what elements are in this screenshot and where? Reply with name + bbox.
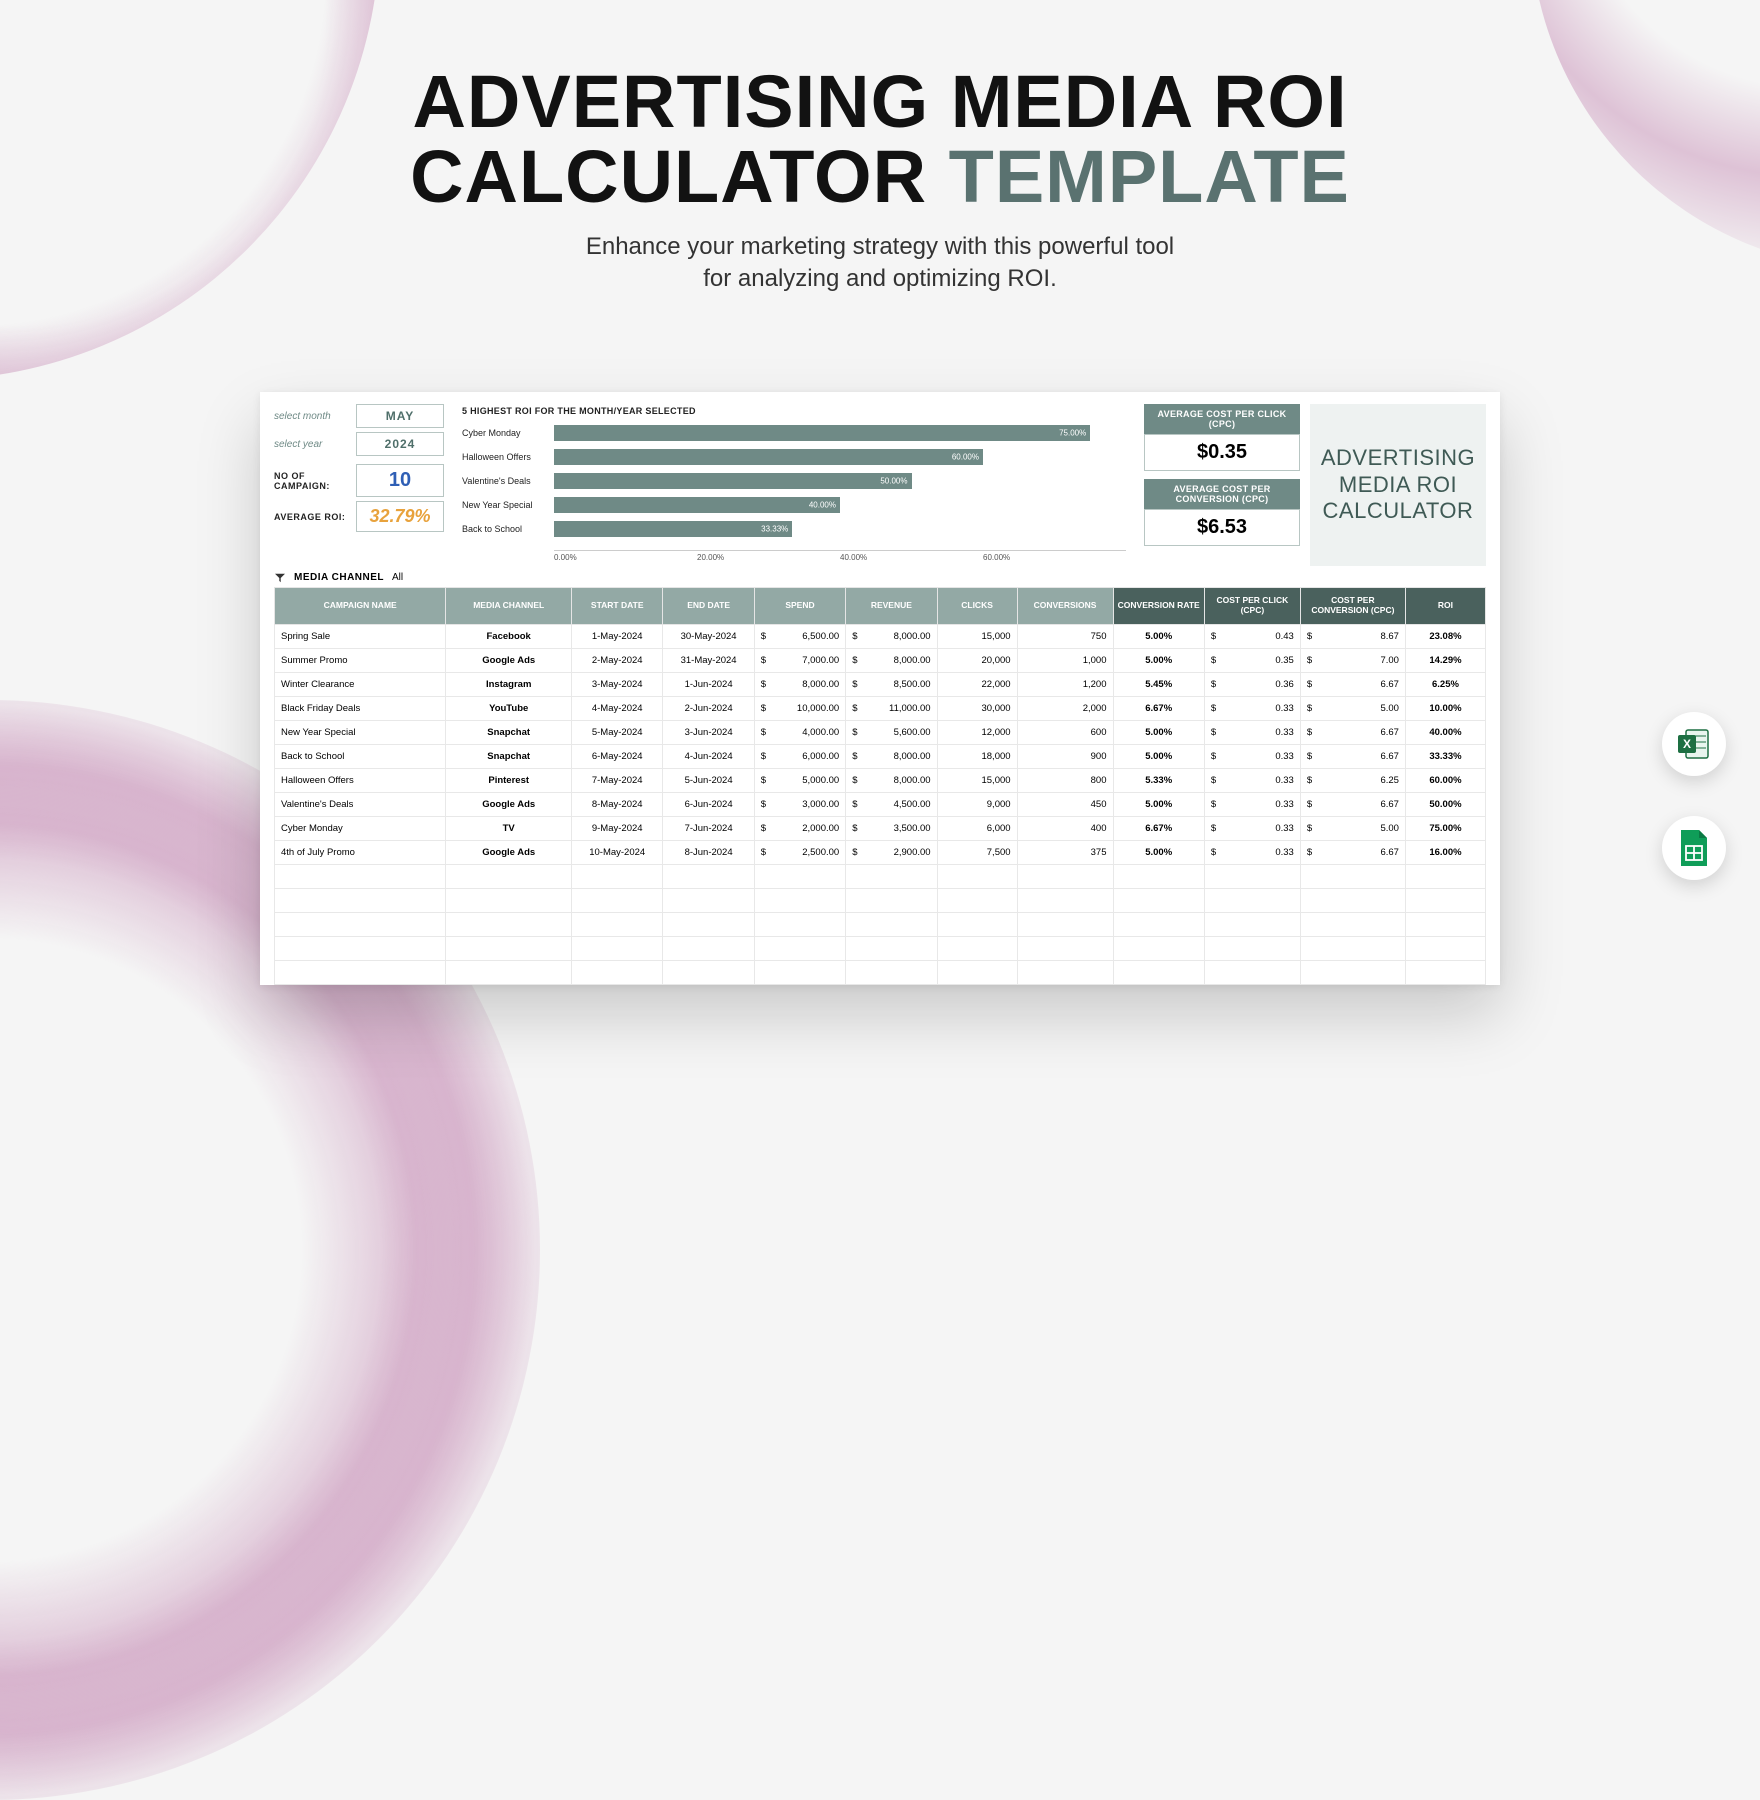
kpi-cpconv-value: $6.53	[1144, 509, 1300, 546]
col-header: COST PER CONVERSION (CPC)	[1300, 588, 1405, 625]
month-label: select month	[274, 411, 350, 422]
bar-label: Halloween Offers	[462, 452, 554, 462]
side-title: ADVERTISING MEDIA ROI CALCULATOR	[1310, 404, 1486, 566]
subtitle-l2: for analyzing and optimizing ROI.	[0, 263, 1760, 295]
title-line2b: TEMPLATE	[949, 135, 1350, 218]
table-row[interactable]: Summer PromoGoogle Ads2-May-202431-May-2…	[275, 648, 1486, 672]
title-block: ADVERTISING MEDIA ROI CALCULATOR TEMPLAT…	[0, 0, 1760, 296]
side-title-text: ADVERTISING MEDIA ROI CALCULATOR	[1318, 445, 1478, 524]
x-tick: 0.00%	[554, 553, 697, 562]
campaigns-label: NO OF CAMPAIGN:	[274, 471, 350, 491]
col-header: CONVERSIONS	[1017, 588, 1113, 625]
bar-label: Valentine's Deals	[462, 476, 554, 486]
year-label: select year	[274, 439, 350, 450]
table-row-empty	[275, 960, 1486, 984]
bar-row: Cyber Monday75.00%	[462, 422, 1126, 444]
selectors-block: select month MAY select year 2024 NO OF …	[274, 404, 444, 566]
kpi-cpc-label: AVERAGE COST PER CLICK (CPC)	[1144, 404, 1300, 434]
table-row[interactable]: 4th of July PromoGoogle Ads10-May-20248-…	[275, 840, 1486, 864]
table-row-empty	[275, 936, 1486, 960]
filter-label: MEDIA CHANNEL	[294, 572, 384, 583]
col-header: SPEND	[754, 588, 845, 625]
kpi-cpc-value: $0.35	[1144, 434, 1300, 471]
table-row[interactable]: New Year SpecialSnapchat5-May-20243-Jun-…	[275, 720, 1486, 744]
filter-value: All	[392, 572, 403, 583]
chart-title: 5 HIGHEST ROI FOR THE MONTH/YEAR SELECTE…	[462, 406, 1126, 416]
x-tick: 40.00%	[840, 553, 983, 562]
table-row[interactable]: Back to SchoolSnapchat6-May-20244-Jun-20…	[275, 744, 1486, 768]
spreadsheet-panel: select month MAY select year 2024 NO OF …	[260, 392, 1500, 985]
col-header: COST PER CLICK (CPC)	[1204, 588, 1300, 625]
col-header: MEDIA CHANNEL	[446, 588, 572, 625]
bar-row: New Year Special40.00%	[462, 494, 1126, 516]
month-select[interactable]: MAY	[356, 404, 444, 428]
avgroi-value: 32.79%	[356, 501, 444, 532]
table-row[interactable]: Black Friday DealsYouTube4-May-20242-Jun…	[275, 696, 1486, 720]
x-tick: 60.00%	[983, 553, 1126, 562]
table-row[interactable]: Halloween OffersPinterest7-May-20245-Jun…	[275, 768, 1486, 792]
bar-row: Halloween Offers60.00%	[462, 446, 1126, 468]
table-row-empty	[275, 864, 1486, 888]
sheets-icon[interactable]	[1662, 816, 1726, 880]
excel-icon[interactable]: X	[1662, 712, 1726, 776]
subtitle-l1: Enhance your marketing strategy with thi…	[0, 231, 1760, 263]
x-tick: 20.00%	[697, 553, 840, 562]
title-line2a: CALCULATOR	[410, 135, 949, 218]
bar-label: New Year Special	[462, 500, 554, 510]
subtitle: Enhance your marketing strategy with thi…	[0, 231, 1760, 296]
col-header: CONVERSION RATE	[1113, 588, 1204, 625]
svg-text:X: X	[1683, 737, 1691, 751]
col-header: CAMPAIGN NAME	[275, 588, 446, 625]
col-header: START DATE	[572, 588, 663, 625]
table-row[interactable]: Winter ClearanceInstagram3-May-20241-Jun…	[275, 672, 1486, 696]
avgroi-label: AVERAGE ROI:	[274, 512, 350, 522]
funnel-icon	[274, 573, 286, 583]
col-header: ROI	[1405, 588, 1485, 625]
title-line1: ADVERTISING MEDIA ROI	[0, 64, 1760, 139]
col-header: END DATE	[663, 588, 754, 625]
table-row[interactable]: Valentine's DealsGoogle Ads8-May-20246-J…	[275, 792, 1486, 816]
table-row-empty	[275, 912, 1486, 936]
col-header: CLICKS	[937, 588, 1017, 625]
kpi-cpconv-label: AVERAGE COST PER CONVERSION (CPC)	[1144, 479, 1300, 509]
bar-label: Back to School	[462, 524, 554, 534]
bar-label: Cyber Monday	[462, 428, 554, 438]
table-row[interactable]: Spring SaleFacebook1-May-202430-May-2024…	[275, 624, 1486, 648]
campaigns-value: 10	[356, 464, 444, 497]
bar-row: Valentine's Deals50.00%	[462, 470, 1126, 492]
roi-bar-chart: 5 HIGHEST ROI FOR THE MONTH/YEAR SELECTE…	[454, 404, 1134, 566]
campaign-table: CAMPAIGN NAMEMEDIA CHANNELSTART DATEEND …	[274, 587, 1486, 985]
col-header: REVENUE	[846, 588, 937, 625]
filter-row[interactable]: MEDIA CHANNEL All	[274, 572, 1486, 583]
kpi-block: AVERAGE COST PER CLICK (CPC) $0.35 AVERA…	[1144, 404, 1300, 566]
table-row[interactable]: Cyber MondayTV9-May-20247-Jun-20242,000.…	[275, 816, 1486, 840]
bar-row: Back to School33.33%	[462, 518, 1126, 540]
table-row-empty	[275, 888, 1486, 912]
year-select[interactable]: 2024	[356, 432, 444, 456]
